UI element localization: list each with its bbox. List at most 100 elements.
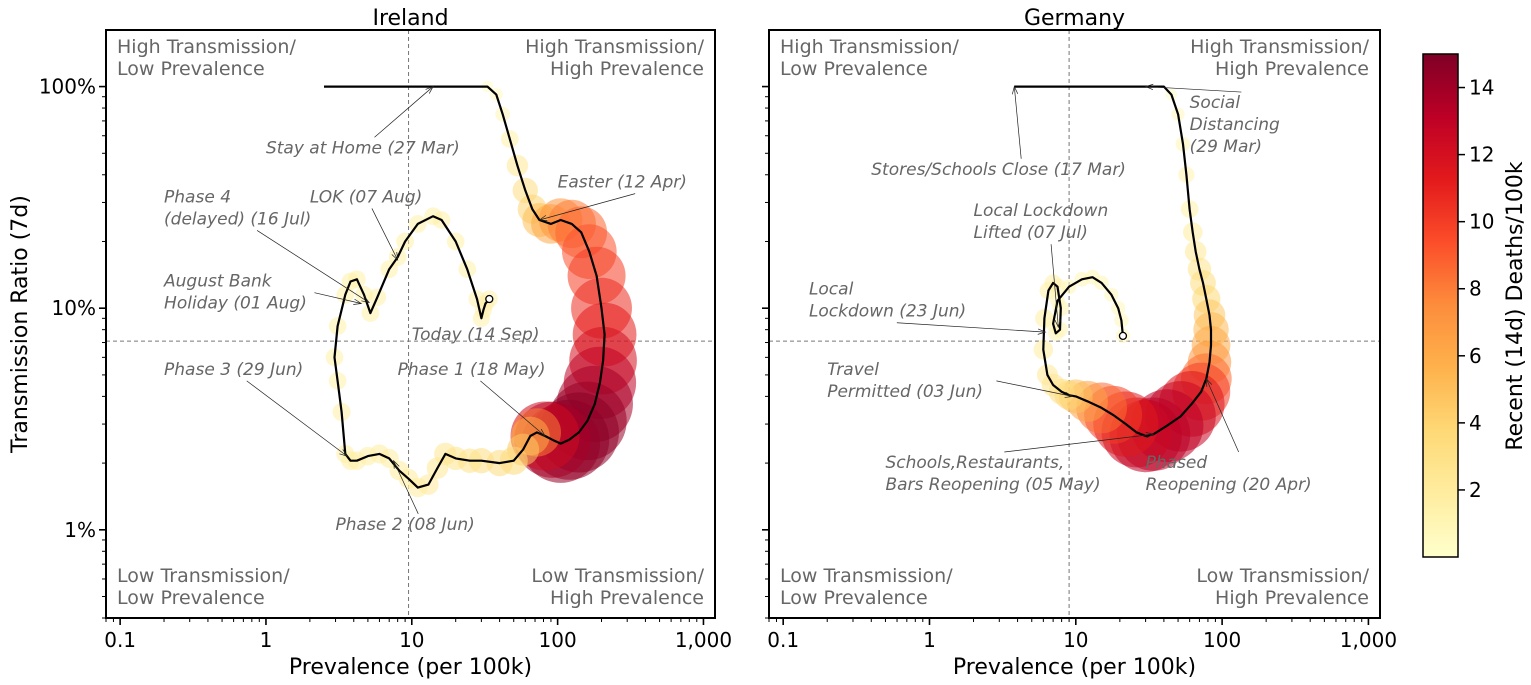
colorbar-tick-label: 10	[1469, 210, 1494, 234]
annotation-arrowhead	[1054, 319, 1061, 329]
annotation-arrowhead	[1011, 85, 1019, 95]
quadrant-label-bottom-right: Low Transmission/	[531, 565, 704, 587]
colorbar-tick-label: 12	[1469, 143, 1494, 167]
annotation-arrow	[374, 86, 434, 138]
x-axis-label: Prevalence (per 100k)	[289, 655, 532, 680]
quadrant-label-top-right: High Transmission/	[1190, 36, 1369, 58]
quadrant-label-bottom-left: Low Prevalence	[780, 587, 928, 609]
panel-title: Germany	[1024, 6, 1125, 31]
annotation-arrowhead	[361, 295, 371, 304]
x-tick-label: 1,000	[1340, 628, 1397, 652]
annotation-label: Lifted (07 Jul)	[974, 223, 1088, 243]
y-tick-label: 1%	[64, 518, 96, 542]
x-tick-label: 10	[1063, 628, 1088, 652]
annotation-label: Today (14 Sep)	[412, 325, 540, 345]
annotation-arrow	[1013, 86, 1022, 159]
annotation-arrow	[1205, 378, 1239, 453]
trajectory-line	[324, 85, 606, 489]
annotation-arrow	[371, 208, 398, 261]
annotation-arrow	[539, 193, 636, 221]
trajectory-line	[1014, 85, 1213, 438]
y-axis-label: Transmission Ratio (7d)	[8, 195, 33, 454]
quadrant-label-top-right: High Prevalence	[1215, 58, 1369, 80]
quadrant-label-bottom-right: Low Transmission/	[1196, 565, 1369, 587]
y-tick-label: 10%	[52, 296, 96, 320]
colorbar-tick-label: 6	[1469, 344, 1482, 368]
annotation-label: Bars Reopening (05 May)	[885, 475, 1100, 495]
annotation-arrow	[314, 292, 362, 304]
annotation-label: Phase 4	[164, 187, 231, 207]
x-tick-label: 0.1	[104, 628, 136, 652]
quadrant-label-bottom-left: Low Prevalence	[117, 587, 265, 609]
annotation-arrow	[256, 230, 370, 303]
annotation-label: Stores/Schools Close (17 Mar)	[871, 160, 1126, 180]
x-tick-label: 0.1	[767, 628, 799, 652]
x-tick-label: 100	[1203, 628, 1241, 652]
annotation-label: Holiday (01 Aug)	[164, 294, 307, 314]
annotation-label: Reopening (20 Apr)	[1146, 475, 1312, 495]
annotation-label: August Bank	[163, 272, 273, 292]
colorbar-label: Recent (14d) Deaths/100k	[1503, 161, 1528, 451]
y-tick-label: 100%	[39, 75, 96, 99]
annotation-label: Phased	[1146, 453, 1208, 473]
annotation-label: Phase 1 (18 May)	[398, 360, 546, 380]
quadrant-label-bottom-right: High Prevalence	[550, 587, 704, 609]
quadrant-label-top-left: Low Prevalence	[117, 58, 265, 80]
annotation-label: (29 Mar)	[1190, 137, 1262, 157]
annotation-label: Local	[809, 280, 854, 300]
annotation-label: (delayed) (16 Jul)	[164, 209, 311, 229]
annotation-label: Stay at Home (27 Mar)	[266, 138, 460, 158]
quadrant-label-top-right: High Transmission/	[525, 36, 704, 58]
x-tick-label: 1	[923, 628, 936, 652]
annotation-arrowhead	[353, 298, 363, 305]
annotation-arrowhead	[1037, 328, 1047, 335]
annotation-label: Phase 3 (29 Jun)	[164, 360, 303, 380]
annotation-arrowhead	[537, 428, 546, 437]
quadrant-label-top-left: Low Prevalence	[780, 58, 928, 80]
annotation-label: Social	[1190, 93, 1241, 113]
annotation-arrow	[1145, 86, 1242, 93]
data-layer	[324, 80, 637, 498]
quadrant-label-top-right: High Prevalence	[550, 58, 704, 80]
x-axis-label: Prevalence (per 100k)	[953, 655, 1196, 680]
annotation-arrow	[896, 322, 1046, 333]
annotation-arrowhead	[1145, 432, 1155, 439]
annotation-arrow	[1004, 433, 1154, 453]
quadrant-label-bottom-left: Low Transmission/	[117, 565, 290, 587]
annotation-label: Distancing	[1190, 115, 1280, 135]
axes-frame	[105, 29, 716, 619]
quadrant-label-top-left: High Transmission/	[117, 36, 296, 58]
annotation-label: Local Lockdown	[974, 201, 1109, 221]
annotation-arrow	[996, 380, 1073, 397]
annotation-arrowhead	[1205, 377, 1213, 387]
x-tick-label: 1,000	[675, 628, 732, 652]
colorbar-tick-label: 2	[1469, 478, 1482, 502]
x-tick-label: 100	[539, 628, 577, 652]
axes-frame	[768, 29, 1381, 619]
germany-panel: Germany High Transmission/Low Prevalence H…	[762, 6, 1397, 680]
today-marker	[1118, 331, 1128, 341]
annotation-label: Schools,Restaurants,	[885, 453, 1064, 473]
annotation-label: Phase 2 (08 Jun)	[336, 515, 475, 535]
quadrant-label-bottom-left: Low Transmission/	[780, 565, 953, 587]
today-marker	[485, 294, 494, 304]
colorbar-tick-label: 14	[1469, 76, 1494, 100]
colorbar-tick-label: 8	[1469, 277, 1482, 301]
quadrant-label-bottom-right: High Prevalence	[1215, 587, 1369, 609]
annotation-arrow	[480, 380, 546, 437]
colorbar-gradient	[1422, 53, 1459, 558]
data-layer	[1014, 85, 1232, 473]
annotation-arrow	[393, 460, 419, 514]
annotation-arrowhead	[538, 215, 548, 221]
colorbar: 2 4 6 8 10 12 14 Recent (14d) Deaths/100k	[1422, 53, 1528, 558]
annotation-arrowhead	[391, 252, 399, 261]
annotation-arrow	[1050, 244, 1059, 328]
annotation-arrow	[246, 380, 348, 457]
annotation-arrowhead	[425, 85, 434, 94]
panel-title: Ireland	[372, 6, 448, 31]
annotation-label: LOK (07 Aug)	[310, 187, 422, 207]
x-tick-label: 1	[260, 628, 273, 652]
annotation-label: Travel	[827, 360, 879, 380]
